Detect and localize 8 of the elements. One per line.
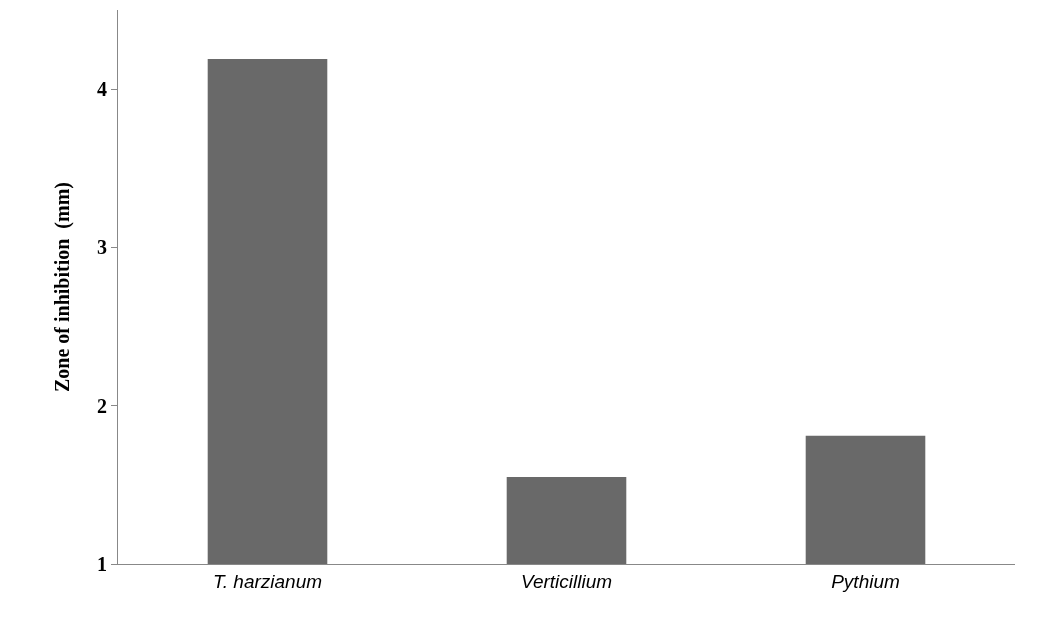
y-tick-label: 1 bbox=[97, 553, 107, 575]
x-tick-label: Pythium bbox=[831, 570, 900, 592]
y-tick-label: 4 bbox=[97, 78, 107, 101]
y-tick-label: 2 bbox=[97, 394, 107, 417]
y-axis-title: Zone of inhibition (mm) bbox=[50, 181, 74, 393]
x-tick-label: T. harzianum bbox=[212, 570, 323, 592]
x-tick-label: Verticillium bbox=[520, 570, 613, 592]
y-tick-label: 3 bbox=[97, 236, 107, 259]
